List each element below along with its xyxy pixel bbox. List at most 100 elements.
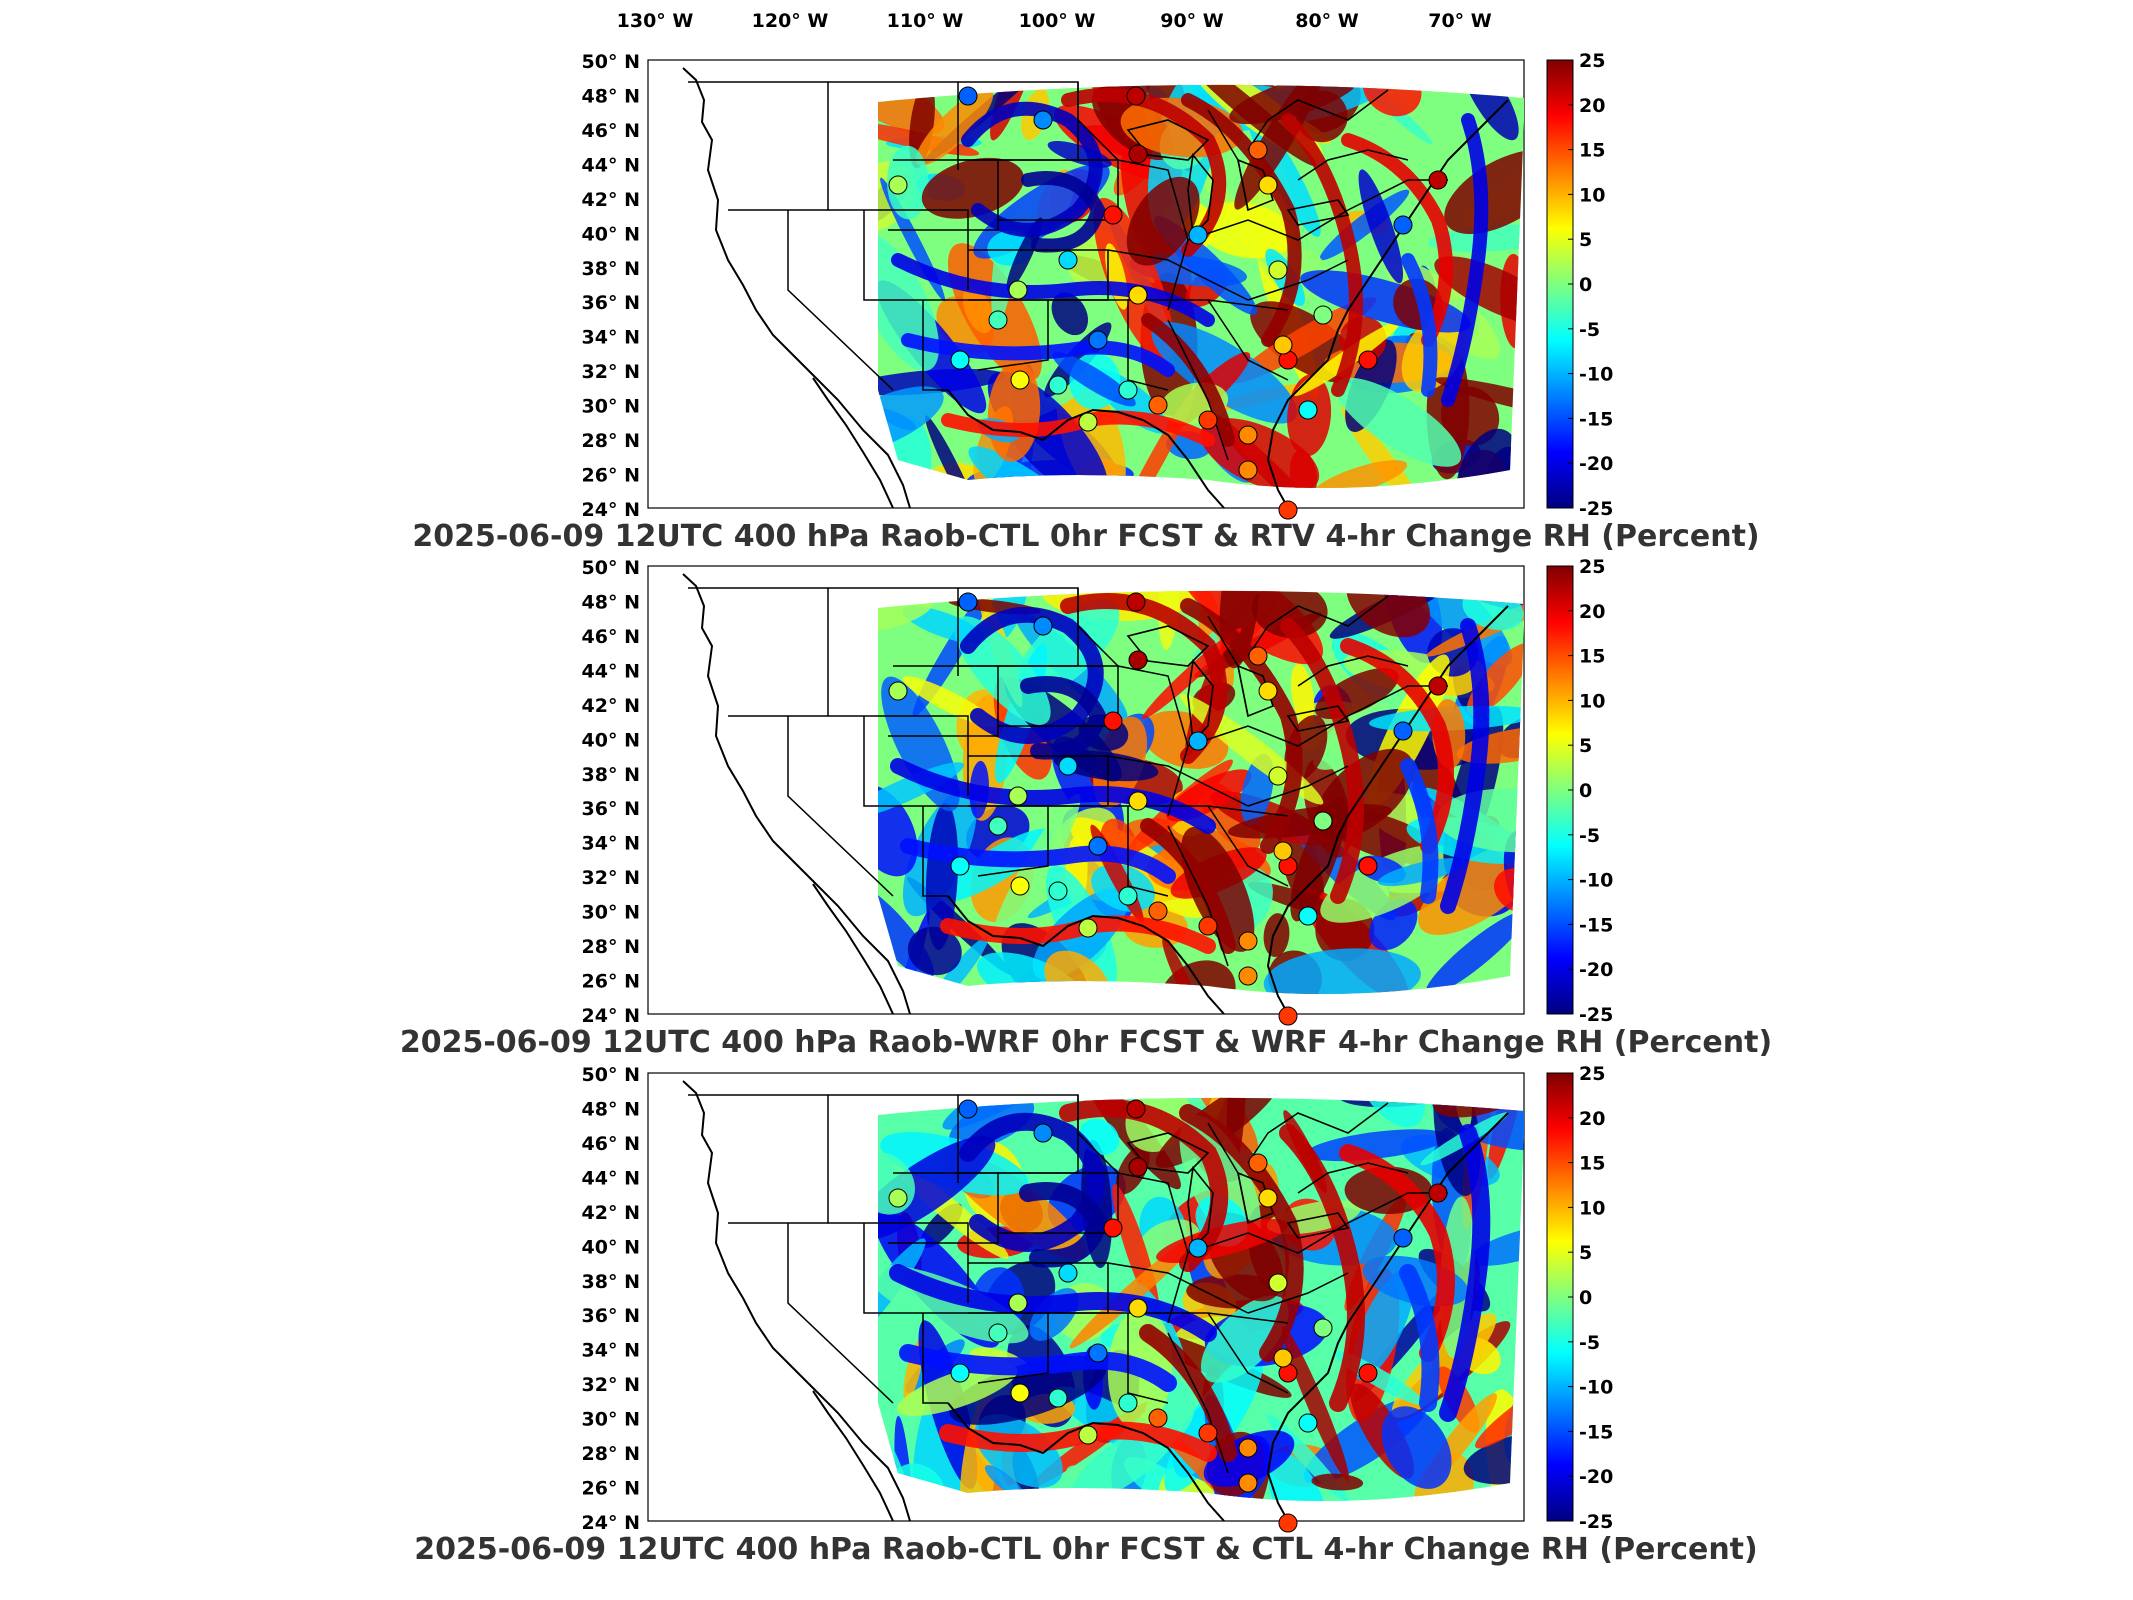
colorbar: 25 20 15 10 5 0 -5 -10 -15 -20 -25	[1546, 556, 1613, 1026]
raob-station-marker	[1033, 616, 1053, 636]
raob-station-marker	[1298, 1413, 1318, 1433]
lat-label: 44° N	[582, 154, 640, 176]
raob-station-marker	[1258, 175, 1278, 195]
lat-label: 38° N	[582, 764, 640, 786]
raob-station-marker	[1358, 856, 1378, 876]
lat-label: 30° N	[582, 396, 640, 418]
colorbar-tick-label: -20	[1579, 453, 1613, 475]
panel-title: 2025-06-09 12UTC 400 hPa Raob-WRF 0hr FC…	[400, 1025, 1772, 1060]
raob-station-marker	[1088, 330, 1108, 350]
raob-station-marker	[1118, 1393, 1138, 1413]
lat-label: 50° N	[582, 51, 640, 73]
lat-label: 24° N	[582, 1005, 640, 1027]
raob-station-marker	[988, 816, 1008, 836]
raob-station-marker	[1088, 836, 1108, 856]
colorbar-tick-label: 20	[1579, 601, 1605, 623]
raob-station-marker	[1278, 500, 1298, 520]
panel-title: 2025-06-09 12UTC 400 hPa Raob-CTL 0hr FC…	[412, 519, 1759, 554]
raob-station-marker	[1078, 412, 1098, 432]
lat-label: 32° N	[582, 361, 640, 383]
colorbar-tick-label: -5	[1579, 1332, 1600, 1354]
raob-station-marker	[1058, 250, 1078, 270]
colorbar-tick-label: -15	[1579, 914, 1613, 936]
colorbar-tick-label: 5	[1579, 1242, 1592, 1264]
raob-station-marker	[1238, 1473, 1258, 1493]
raob-station-marker	[1268, 260, 1288, 280]
raob-station-marker	[1008, 280, 1028, 300]
raob-station-marker	[1428, 1183, 1448, 1203]
raob-station-marker	[1148, 395, 1168, 415]
raob-station-marker	[1048, 881, 1068, 901]
raob-station-marker	[958, 86, 978, 106]
raob-station-marker	[1393, 1228, 1413, 1248]
colorbar: 25 20 15 10 5 0 -5 -10 -15 -20 -25	[1546, 1063, 1613, 1533]
raob-station-marker	[1126, 86, 1146, 106]
lat-label: 50° N	[582, 1064, 640, 1086]
raob-station-marker	[1198, 410, 1218, 430]
colorbar-tick-label: 25	[1579, 1063, 1605, 1085]
lat-label: 28° N	[582, 1443, 640, 1465]
colorbar-tick-label: 5	[1579, 735, 1592, 757]
lon-label-130w: 130° W	[617, 10, 694, 32]
colorbar-tick-label: 0	[1579, 780, 1592, 802]
raob-station-marker	[1248, 646, 1268, 666]
colorbar-tick-label: -10	[1579, 364, 1613, 386]
raob-station-marker	[888, 175, 908, 195]
colorbar-tick-label: 15	[1579, 140, 1605, 162]
raob-station-marker	[1126, 592, 1146, 612]
colorbar-tick-label: 0	[1579, 274, 1592, 296]
raob-station-marker	[1103, 1218, 1123, 1238]
lat-label: 30° N	[582, 1409, 640, 1431]
raob-station-marker	[1238, 1438, 1258, 1458]
raob-station-marker	[1148, 1408, 1168, 1428]
colorbar-tick-label: -15	[1579, 1421, 1613, 1443]
colorbar-tick-label: 10	[1579, 184, 1605, 206]
colorbar-tick-label: 10	[1579, 690, 1605, 712]
map-frame	[647, 1072, 1525, 1533]
lat-label: 24° N	[582, 499, 640, 521]
raob-station-marker	[1278, 1006, 1298, 1026]
map-frame	[647, 565, 1525, 1026]
raob-station-marker	[958, 592, 978, 612]
lat-label: 36° N	[582, 292, 640, 314]
raob-station-marker	[1148, 901, 1168, 921]
lat-label: 44° N	[582, 1167, 640, 1189]
raob-station-marker	[1313, 811, 1333, 831]
raob-station-marker	[1048, 1388, 1068, 1408]
colorbar-tick-label: -25	[1579, 1511, 1613, 1533]
raob-station-marker	[1198, 916, 1218, 936]
colorbar-tick-label: 10	[1579, 1197, 1605, 1219]
lon-label-100w: 100° W	[1019, 10, 1096, 32]
raob-station-marker	[1238, 460, 1258, 480]
raob-station-marker	[1298, 400, 1318, 420]
raob-station-marker	[1188, 731, 1208, 751]
lat-label: 32° N	[582, 867, 640, 889]
panel-title: 2025-06-09 12UTC 400 hPa Raob-CTL 0hr FC…	[414, 1532, 1757, 1567]
raob-station-marker	[1118, 380, 1138, 400]
raob-station-marker	[988, 1323, 1008, 1343]
lat-label: 42° N	[582, 1202, 640, 1224]
raob-station-marker	[888, 681, 908, 701]
raob-station-marker	[1188, 225, 1208, 245]
raob-station-marker	[1126, 1099, 1146, 1119]
raob-station-marker	[1238, 931, 1258, 951]
panel-1: 50° N 48° N 46° N 44° N 42° N 40° N 38° N 36° N…	[412, 50, 1759, 554]
longitude-axis-labels: 130° W 120° W 110° W 100° W 90° W 80° W …	[617, 10, 1492, 32]
raob-station-marker	[1128, 285, 1148, 305]
colorbar-tick-label: 20	[1579, 1108, 1605, 1130]
lat-label: 46° N	[582, 626, 640, 648]
lat-label: 26° N	[582, 465, 640, 487]
raob-station-marker	[1358, 350, 1378, 370]
lat-label: 30° N	[582, 902, 640, 924]
raob-station-marker	[888, 1188, 908, 1208]
lon-label-110w: 110° W	[887, 10, 964, 32]
colorbar-tick-label: -25	[1579, 1004, 1613, 1026]
panel-3: 50° N 48° N 46° N 44° N 42° N 40° N 38° N 36° N…	[414, 1063, 1757, 1567]
lat-label: 26° N	[582, 971, 640, 993]
colorbar-tick-label: 25	[1579, 50, 1605, 72]
raob-station-marker	[1273, 1348, 1293, 1368]
lat-label: 48° N	[582, 592, 640, 614]
colorbar-tick-label: 0	[1579, 1287, 1592, 1309]
raob-station-marker	[1058, 1263, 1078, 1283]
colorbar-tick-label: -10	[1579, 1377, 1613, 1399]
